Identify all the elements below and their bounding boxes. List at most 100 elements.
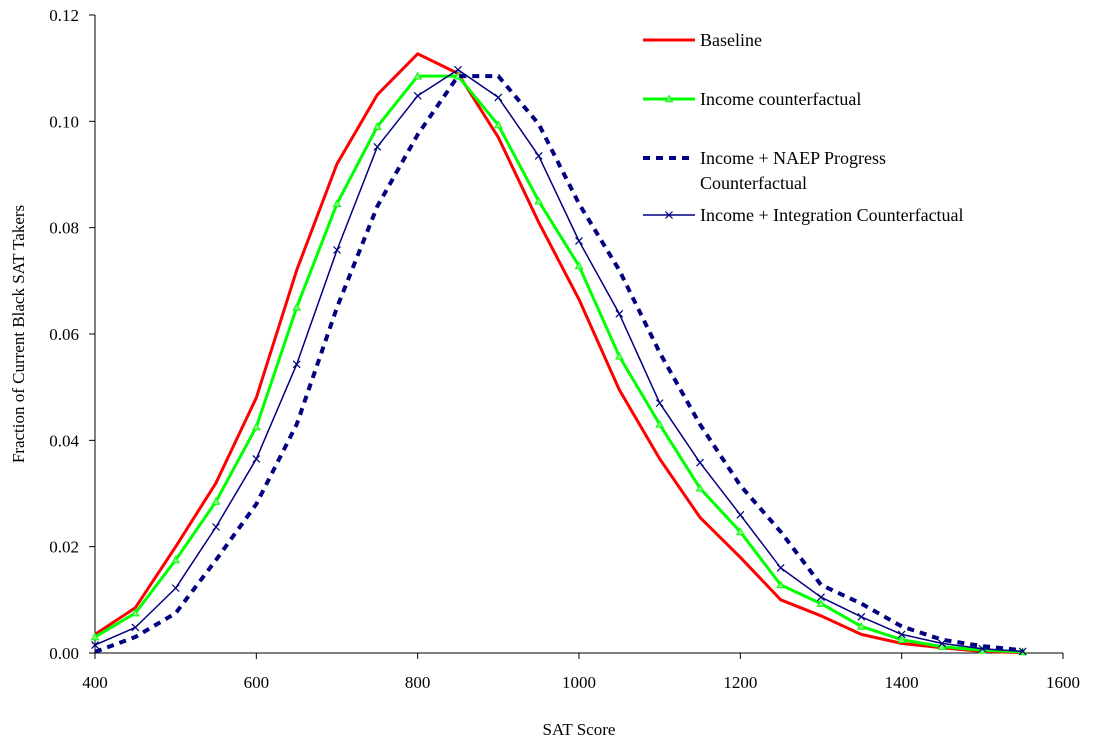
x-marker <box>494 93 503 102</box>
x-marker-stroke <box>252 455 261 463</box>
x-marker-stroke <box>534 151 543 160</box>
x-marker-stroke <box>373 142 382 151</box>
triangle-marker <box>251 422 261 431</box>
series-line <box>94 74 1023 654</box>
x-marker-stroke <box>575 237 583 245</box>
x-marker <box>817 593 825 602</box>
x-marker <box>615 309 624 318</box>
triangle-marker <box>614 351 624 360</box>
legend-label: Income + Integration Counterfactual <box>700 205 964 225</box>
triangle-marker <box>897 635 907 644</box>
x-marker <box>292 360 301 369</box>
triangle-marker <box>695 483 705 492</box>
y-tick-label: 0.12 <box>49 6 79 25</box>
series-layer <box>90 52 1028 656</box>
x-marker-stroke <box>615 309 624 318</box>
series-line <box>94 74 1023 654</box>
series-1 <box>90 71 1028 656</box>
x-marker-stroke <box>1018 647 1027 656</box>
triangle-marker <box>171 555 181 564</box>
x-marker <box>91 641 99 649</box>
x-marker <box>978 644 987 653</box>
y-tick-label: 0.00 <box>49 644 79 663</box>
x-marker <box>1018 647 1027 656</box>
x-marker <box>454 65 462 74</box>
x-marker <box>857 612 866 621</box>
triangle-marker <box>413 71 423 80</box>
legend-item: Income counterfactual <box>643 89 861 109</box>
triangle-marker <box>534 196 544 205</box>
y-tick-label: 0.08 <box>49 219 79 238</box>
x-marker-stroke <box>454 65 462 74</box>
x-tick-label: 1000 <box>562 673 596 692</box>
triangle-marker <box>90 632 100 641</box>
legend-item: Income + Integration Counterfactual <box>643 205 964 225</box>
legend-item: Income + NAEP Progress Counterfactual <box>643 148 886 193</box>
legend: Baseline Income counterfactual Income + NA… <box>643 30 964 225</box>
series-3 <box>91 65 1027 656</box>
x-marker-stroke <box>857 612 866 621</box>
triangle-marker <box>292 302 302 311</box>
x-marker-stroke <box>131 623 140 632</box>
series-0 <box>94 52 1023 654</box>
triangle-marker <box>735 527 745 536</box>
x-tick-label: 400 <box>82 673 108 692</box>
x-marker <box>575 237 583 245</box>
series-line <box>94 69 1023 653</box>
x-marker-stroke <box>776 564 785 572</box>
triangle-marker <box>816 599 826 607</box>
x-marker-stroke <box>171 584 180 593</box>
y-tick-label: 0.04 <box>49 431 79 450</box>
x-marker <box>776 564 785 572</box>
axes: 0.00 0.02 0.04 0.06 0.08 0.10 0.12 400 600 800 100… <box>49 6 1080 692</box>
x-tick-label: 1200 <box>723 673 757 692</box>
x-marker-stroke <box>817 593 825 602</box>
y-tick-label: 0.10 <box>49 112 79 131</box>
legend-label: Income + NAEP Progress <box>700 148 886 168</box>
x-marker-stroke <box>212 523 220 531</box>
triangle-marker <box>937 642 947 650</box>
series-2 <box>94 74 1023 654</box>
y-axis-title: Fraction of Current Black SAT Takers <box>9 205 28 463</box>
x-marker <box>373 142 382 151</box>
legend-label: Income counterfactual <box>700 89 861 109</box>
triangle-marker <box>332 199 342 208</box>
x-marker <box>212 523 220 531</box>
x-tick-label: 1600 <box>1046 673 1080 692</box>
x-marker <box>897 630 906 639</box>
x-marker <box>413 91 422 100</box>
x-tick-label: 800 <box>405 673 431 692</box>
x-marker-stroke <box>897 630 906 639</box>
x-marker <box>655 399 664 408</box>
x-marker-stroke <box>696 458 704 467</box>
x-marker <box>252 455 261 463</box>
triangle-marker <box>372 122 382 130</box>
x-tick-label: 1400 <box>885 673 919 692</box>
x-tick-label: 600 <box>244 673 270 692</box>
triangle-marker <box>776 580 786 589</box>
triangle-marker <box>655 419 665 428</box>
x-marker-stroke <box>736 510 745 519</box>
x-marker-stroke <box>413 91 422 100</box>
triangle-marker <box>856 621 866 630</box>
series-line <box>94 52 1023 654</box>
x-marker <box>131 623 140 632</box>
legend-item: Baseline <box>643 30 762 50</box>
x-marker <box>171 584 180 593</box>
triangle-marker <box>130 608 140 617</box>
triangle-marker <box>664 94 674 103</box>
triangle-marker <box>493 120 503 129</box>
x-marker-stroke <box>978 644 987 653</box>
x-marker <box>938 639 946 648</box>
triangle-marker <box>574 261 584 270</box>
triangle-marker <box>211 496 221 505</box>
x-marker-stroke <box>655 399 664 408</box>
x-marker-stroke <box>333 246 341 254</box>
x-axis-title: SAT Score <box>543 720 616 739</box>
x-marker <box>736 510 745 519</box>
x-marker-stroke <box>938 639 946 648</box>
x-marker-stroke <box>91 641 99 649</box>
legend-label: Baseline <box>700 30 762 50</box>
legend-label: Counterfactual <box>700 173 807 193</box>
x-marker <box>333 246 341 254</box>
